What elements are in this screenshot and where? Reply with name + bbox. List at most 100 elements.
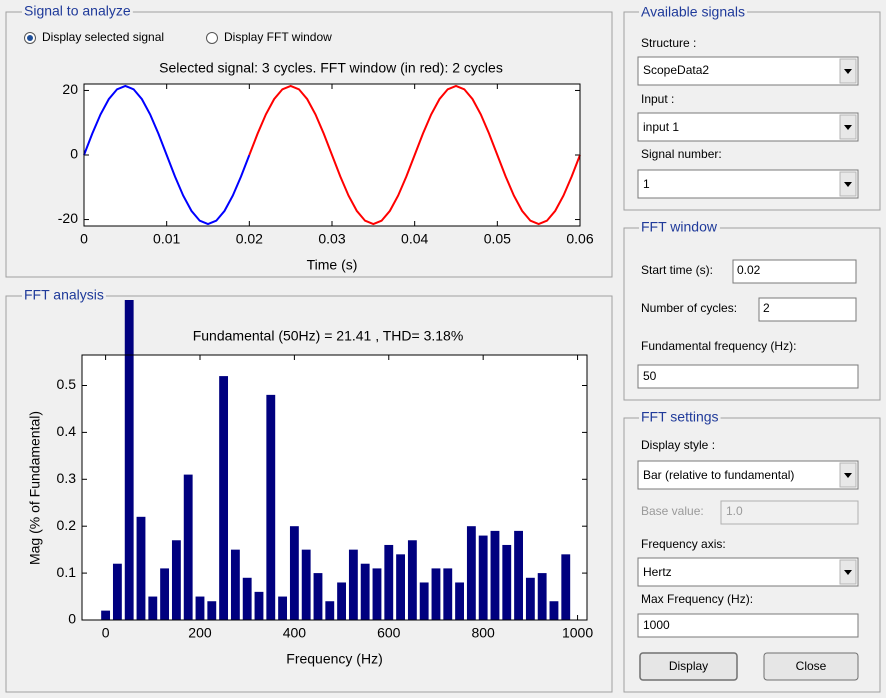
x-axis-label: Time (s) <box>307 257 358 273</box>
field-label: Input : <box>641 92 674 106</box>
title-background <box>22 2 133 19</box>
dropdown-arrow <box>844 473 852 478</box>
bar <box>112 563 122 620</box>
text-field <box>720 500 859 525</box>
x-tick-label: 800 <box>471 625 495 641</box>
field-label: Frequency axis: <box>641 537 726 551</box>
bar <box>242 577 252 620</box>
field-label: Base value: <box>641 504 704 518</box>
bar <box>360 563 370 620</box>
bar <box>407 540 417 620</box>
bar <box>372 568 382 620</box>
bar <box>490 530 500 620</box>
radio-label[interactable]: Display FFT window <box>224 30 332 44</box>
bar <box>502 544 512 620</box>
bar <box>431 568 441 620</box>
field-value: 0.02 <box>737 263 761 277</box>
bar <box>278 596 288 620</box>
panel-frame <box>623 11 881 211</box>
bar <box>325 601 335 620</box>
panel-title: Signal to analyze <box>24 3 131 19</box>
bar <box>537 573 547 620</box>
text-field[interactable] <box>732 259 857 284</box>
title-background <box>22 286 106 303</box>
field-label: Structure : <box>641 36 696 50</box>
x-tick-label: 600 <box>377 625 401 641</box>
text-field[interactable] <box>637 613 859 638</box>
button[interactable] <box>763 652 859 681</box>
bar <box>478 535 488 620</box>
x-tick-label: 0.02 <box>236 231 263 247</box>
panel-title: FFT settings <box>641 409 719 425</box>
panel-title: FFT window <box>641 219 718 235</box>
x-axis-label: Frequency (Hz) <box>286 651 382 667</box>
field-label: Max Frequency (Hz): <box>641 592 753 606</box>
bar <box>419 582 429 620</box>
x-tick-label: 0.03 <box>318 231 345 247</box>
text-field[interactable] <box>758 297 857 322</box>
y-tick-label: 0.5 <box>57 376 77 392</box>
x-tick-label: 0 <box>80 231 88 247</box>
dropdown-arrow <box>844 570 852 575</box>
dropdown[interactable] <box>637 460 859 490</box>
dropdown-value: Bar (relative to fundamental) <box>643 468 794 482</box>
bar <box>455 582 464 620</box>
radio-button[interactable] <box>206 32 218 44</box>
radio-label[interactable]: Display selected signal <box>42 30 164 44</box>
bar <box>514 530 523 620</box>
x-tick-label: 0.05 <box>484 231 511 247</box>
y-tick-label: 0 <box>68 611 76 627</box>
panel-frame <box>5 11 613 278</box>
chart-title: Fundamental (50Hz) = 21.41 , THD= 3.18% <box>193 328 464 344</box>
bar <box>124 300 134 620</box>
axes-frame <box>83 83 581 227</box>
field-label: Number of cycles: <box>641 301 737 315</box>
text-field[interactable] <box>637 364 859 389</box>
bar <box>561 554 571 620</box>
dropdown[interactable] <box>637 169 859 199</box>
button[interactable] <box>639 652 738 681</box>
bar <box>254 591 264 620</box>
bar <box>384 544 394 620</box>
title-background <box>639 3 748 20</box>
field-value: 1.0 <box>726 504 743 518</box>
dropdown[interactable] <box>637 56 859 86</box>
dropdown-arrow <box>844 69 852 74</box>
y-tick-label: 0.4 <box>57 423 77 439</box>
field-value: 2 <box>763 301 770 315</box>
button-label[interactable]: Close <box>796 659 827 673</box>
y-axis-label: Mag (% of Fundamental) <box>27 411 43 565</box>
bar <box>266 394 276 620</box>
axes-frame <box>81 354 588 621</box>
dropdown[interactable] <box>637 557 859 587</box>
dropdown-arrow <box>844 125 852 130</box>
bar <box>337 582 347 620</box>
field-value: 50 <box>643 369 657 383</box>
x-tick-label: 0.04 <box>401 231 428 247</box>
dropdown[interactable] <box>637 112 859 142</box>
button-label[interactable]: Display <box>669 659 708 673</box>
panel-frame <box>623 227 881 401</box>
bar <box>230 549 240 620</box>
y-tick-label: 0.2 <box>57 517 77 533</box>
signal-line <box>248 84 581 226</box>
bar <box>549 601 559 620</box>
x-tick-label: 0 <box>102 625 110 641</box>
bar <box>136 516 146 620</box>
x-tick-label: 1000 <box>562 625 593 641</box>
panel-frame <box>5 295 613 693</box>
bar <box>466 526 476 620</box>
field-value: 1000 <box>643 618 670 632</box>
bar <box>313 573 323 620</box>
dropdown-arrow <box>844 182 852 187</box>
signal-line <box>83 84 251 226</box>
field-label: Signal number: <box>641 147 722 161</box>
bar <box>443 568 453 620</box>
y-tick-label: 20 <box>62 81 78 97</box>
y-tick-label: 0.1 <box>57 564 77 580</box>
panel-frame <box>623 417 881 693</box>
bar <box>195 596 205 620</box>
bar <box>148 596 158 620</box>
panel-title: Available signals <box>641 4 745 20</box>
